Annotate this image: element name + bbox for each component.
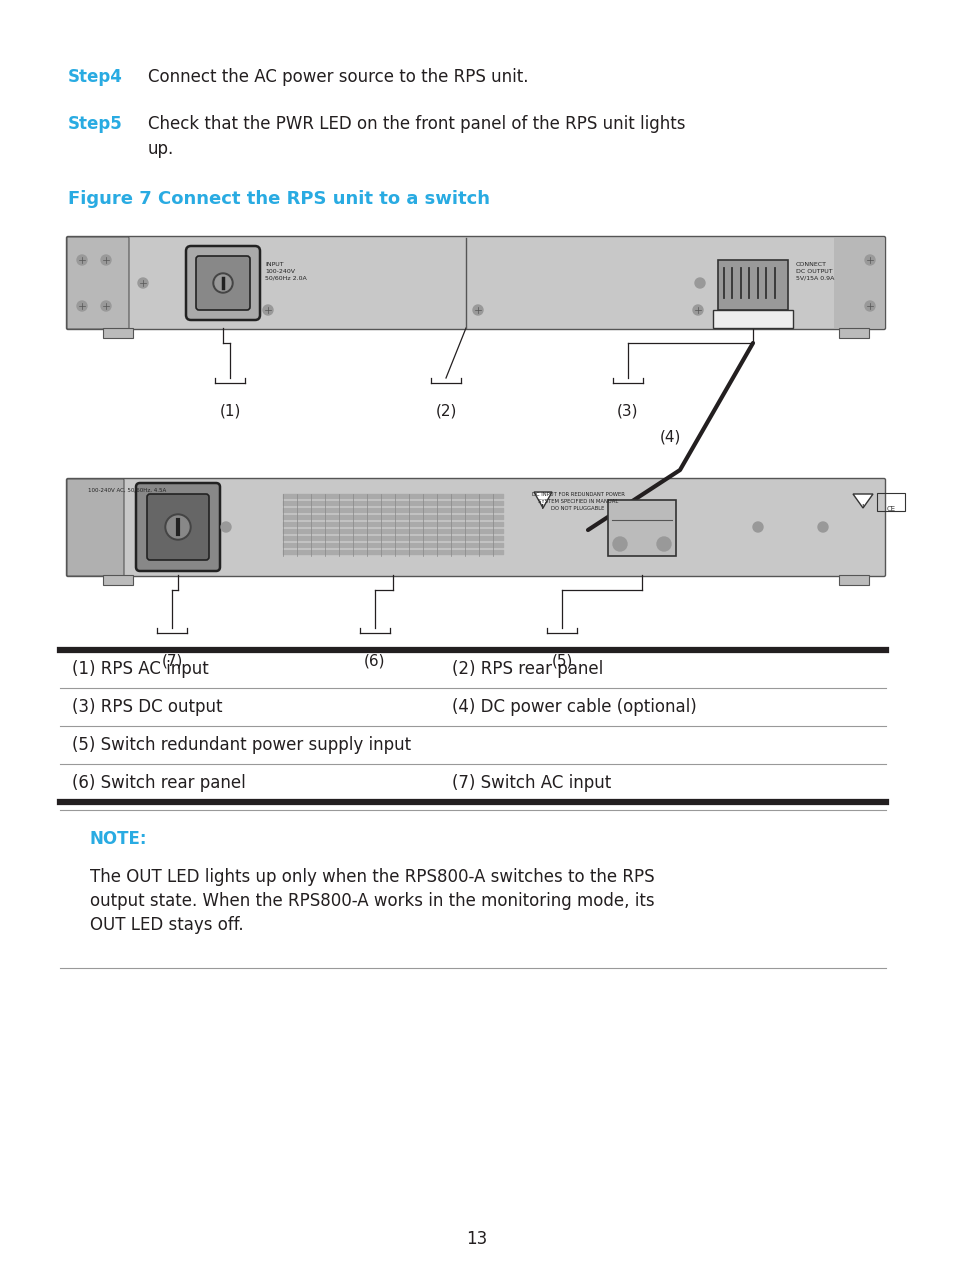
Bar — [607, 500, 676, 555]
Text: Figure 7 Connect the RPS unit to a switch: Figure 7 Connect the RPS unit to a switc… — [68, 189, 490, 208]
FancyBboxPatch shape — [136, 483, 220, 571]
Polygon shape — [852, 494, 872, 508]
Text: (1) RPS AC input: (1) RPS AC input — [71, 660, 209, 677]
Text: DC INPUT FOR REDUNDANT POWER
SYSTEM SPECIFIED IN MANUAL
DO NOT PLUGGABLE: DC INPUT FOR REDUNDANT POWER SYSTEM SPEC… — [531, 492, 624, 511]
Text: (7): (7) — [161, 653, 182, 669]
FancyBboxPatch shape — [67, 478, 884, 577]
Bar — [718, 261, 787, 310]
Text: (6) Switch rear panel: (6) Switch rear panel — [71, 774, 246, 792]
Circle shape — [817, 522, 827, 533]
Bar — [838, 574, 868, 585]
Text: CE: CE — [885, 506, 895, 512]
Bar — [838, 328, 868, 338]
Circle shape — [101, 301, 111, 311]
Text: !: ! — [861, 505, 863, 508]
Text: (5): (5) — [551, 653, 572, 669]
Text: Check that the PWR LED on the front panel of the RPS unit lights: Check that the PWR LED on the front pane… — [148, 114, 685, 133]
Text: NOTE:: NOTE: — [90, 830, 148, 848]
Text: (1): (1) — [219, 403, 240, 418]
Bar — [103, 328, 132, 338]
Circle shape — [695, 278, 704, 289]
Circle shape — [752, 522, 762, 533]
Text: The OUT LED lights up only when the RPS800-A switches to the RPS: The OUT LED lights up only when the RPS8… — [90, 868, 654, 886]
FancyBboxPatch shape — [147, 494, 209, 561]
Text: INPUT
100-240V
50/60Hz 2.0A: INPUT 100-240V 50/60Hz 2.0A — [265, 262, 307, 280]
FancyBboxPatch shape — [186, 247, 260, 320]
Bar — [833, 238, 883, 328]
Circle shape — [221, 522, 231, 533]
Text: Step4: Step4 — [68, 69, 123, 86]
Text: (4) DC power cable (optional): (4) DC power cable (optional) — [452, 698, 696, 716]
Circle shape — [77, 301, 87, 311]
Text: Step5: Step5 — [68, 114, 123, 133]
Text: (2): (2) — [435, 403, 456, 418]
Circle shape — [692, 305, 702, 315]
Text: !: ! — [540, 505, 544, 510]
Bar — [103, 574, 132, 585]
Text: (6): (6) — [364, 653, 385, 669]
Text: up.: up. — [148, 140, 174, 158]
Circle shape — [213, 273, 233, 294]
Bar — [712, 310, 792, 328]
Text: Connect the AC power source to the RPS unit.: Connect the AC power source to the RPS u… — [148, 69, 528, 86]
Text: output state. When the RPS800-A works in the monitoring mode, its: output state. When the RPS800-A works in… — [90, 892, 654, 910]
Text: (2) RPS rear panel: (2) RPS rear panel — [452, 660, 602, 677]
Text: OUT LED stays off.: OUT LED stays off. — [90, 916, 243, 934]
Circle shape — [165, 513, 191, 540]
Text: (3) RPS DC output: (3) RPS DC output — [71, 698, 222, 716]
Circle shape — [657, 538, 670, 552]
Circle shape — [473, 305, 482, 315]
Circle shape — [613, 538, 626, 552]
Circle shape — [138, 278, 148, 289]
Text: (3): (3) — [617, 403, 639, 418]
Circle shape — [864, 255, 874, 264]
FancyBboxPatch shape — [67, 479, 124, 576]
Polygon shape — [534, 492, 552, 508]
Circle shape — [263, 305, 273, 315]
FancyBboxPatch shape — [195, 255, 250, 310]
FancyBboxPatch shape — [67, 236, 884, 329]
Text: 13: 13 — [466, 1230, 487, 1248]
Circle shape — [864, 301, 874, 311]
Circle shape — [101, 255, 111, 264]
Text: 100-240V AC, 50/60Hz, 4.5A: 100-240V AC, 50/60Hz, 4.5A — [88, 488, 166, 493]
FancyBboxPatch shape — [67, 236, 129, 329]
Circle shape — [77, 255, 87, 264]
Text: CONNECT
DC OUTPUT
5V/15A 0.9A: CONNECT DC OUTPUT 5V/15A 0.9A — [795, 262, 834, 280]
Text: (4): (4) — [659, 430, 680, 445]
Circle shape — [167, 516, 189, 538]
Text: (5) Switch redundant power supply input: (5) Switch redundant power supply input — [71, 736, 411, 754]
Text: (7) Switch AC input: (7) Switch AC input — [452, 774, 611, 792]
Circle shape — [214, 275, 231, 291]
